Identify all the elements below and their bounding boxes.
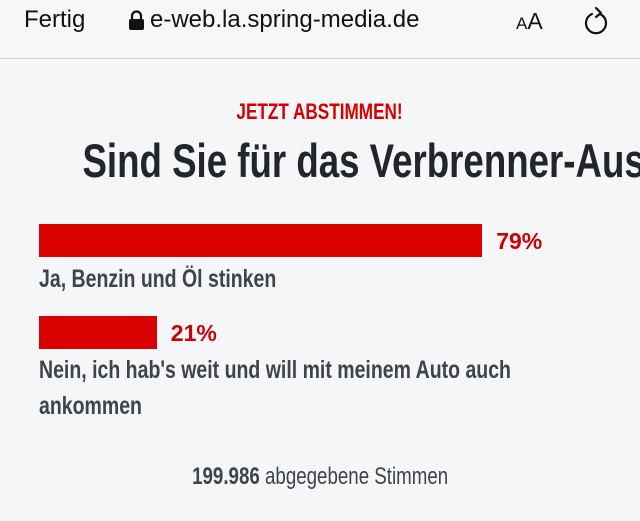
lock-icon bbox=[129, 10, 144, 30]
poll-kicker: JETZT ABSTIMMEN! bbox=[236, 99, 404, 124]
vote-count-number: 199.986 bbox=[191, 463, 260, 490]
done-button[interactable]: Fertig bbox=[24, 6, 86, 33]
text-size-button[interactable]: AA bbox=[516, 8, 543, 35]
vote-count: 199.986 abgegebene Stimmen bbox=[0, 463, 640, 491]
reload-icon[interactable] bbox=[583, 5, 611, 37]
option-label-yes[interactable]: Ja, Benzin und Öl stinken bbox=[39, 265, 277, 293]
result-percent-yes: 79% bbox=[496, 228, 543, 254]
result-bar-no bbox=[39, 316, 157, 349]
url-field[interactable]: e-web.la.spring-media.de bbox=[150, 6, 420, 33]
result-bar-yes bbox=[39, 224, 483, 257]
text-size-small-glyph: A bbox=[516, 14, 528, 33]
vote-count-label: abgegebene Stimmen bbox=[264, 463, 449, 490]
option-label-no[interactable]: Nein, ich hab's weit und will mit meinem… bbox=[39, 356, 511, 420]
text-size-large-glyph: A bbox=[527, 8, 543, 34]
browser-toolbar: Fertig e-web.la.spring-media.de AA bbox=[0, 0, 640, 59]
result-percent-no: 21% bbox=[170, 320, 217, 346]
poll-question: Sind Sie für das Verbrenner-Aus? bbox=[82, 134, 640, 187]
